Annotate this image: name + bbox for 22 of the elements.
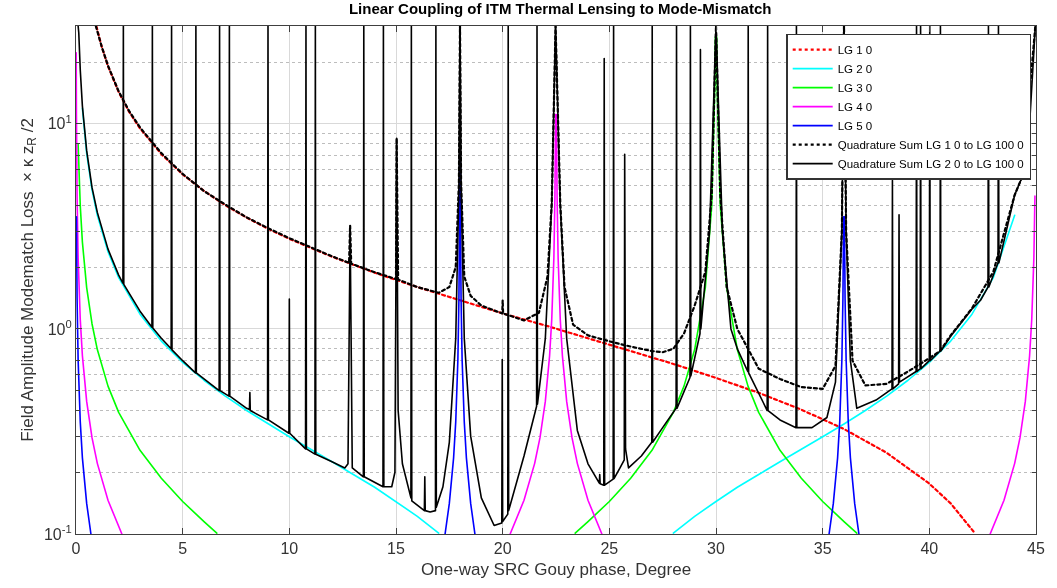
x-tick-label: 15	[387, 540, 405, 558]
x-axis-title: One-way SRC Gouy phase, Degree	[420, 559, 692, 579]
legend-label: LG 4 0	[837, 101, 873, 114]
x-tick-label: 35	[813, 540, 832, 558]
chart-title: Linear Coupling of ITM Thermal Lensing to Mode-Mismatch	[348, 0, 772, 17]
x-tick-label: 20	[493, 540, 512, 558]
legend-label: LG 3 0	[837, 82, 873, 95]
x-tick-label: 30	[707, 540, 725, 558]
y-tick-label: 10$^{-1}$	[43, 522, 72, 543]
y-tick-label: 10$^{0}$	[47, 317, 72, 338]
legend-label: LG 1 0	[837, 44, 873, 57]
x-tick-label: 25	[600, 540, 619, 558]
x-tick-label: 5	[178, 540, 188, 558]
legend-label: LG 5 0	[837, 120, 873, 133]
x-tick-label: 0	[71, 540, 81, 558]
x-tick-label: 40	[920, 540, 939, 558]
legend-label: Quadrature Sum LG 1 0 to LG 100 0	[837, 139, 1024, 152]
legend-label: Quadrature Sum LG 2 0 to LG 100 0	[837, 158, 1024, 171]
legend-label: LG 2 0	[837, 63, 873, 76]
x-tick-label: 10	[280, 540, 299, 558]
x-tick-label: 45	[1027, 540, 1045, 558]
y-tick-label: 10$^{1}$	[47, 112, 72, 133]
